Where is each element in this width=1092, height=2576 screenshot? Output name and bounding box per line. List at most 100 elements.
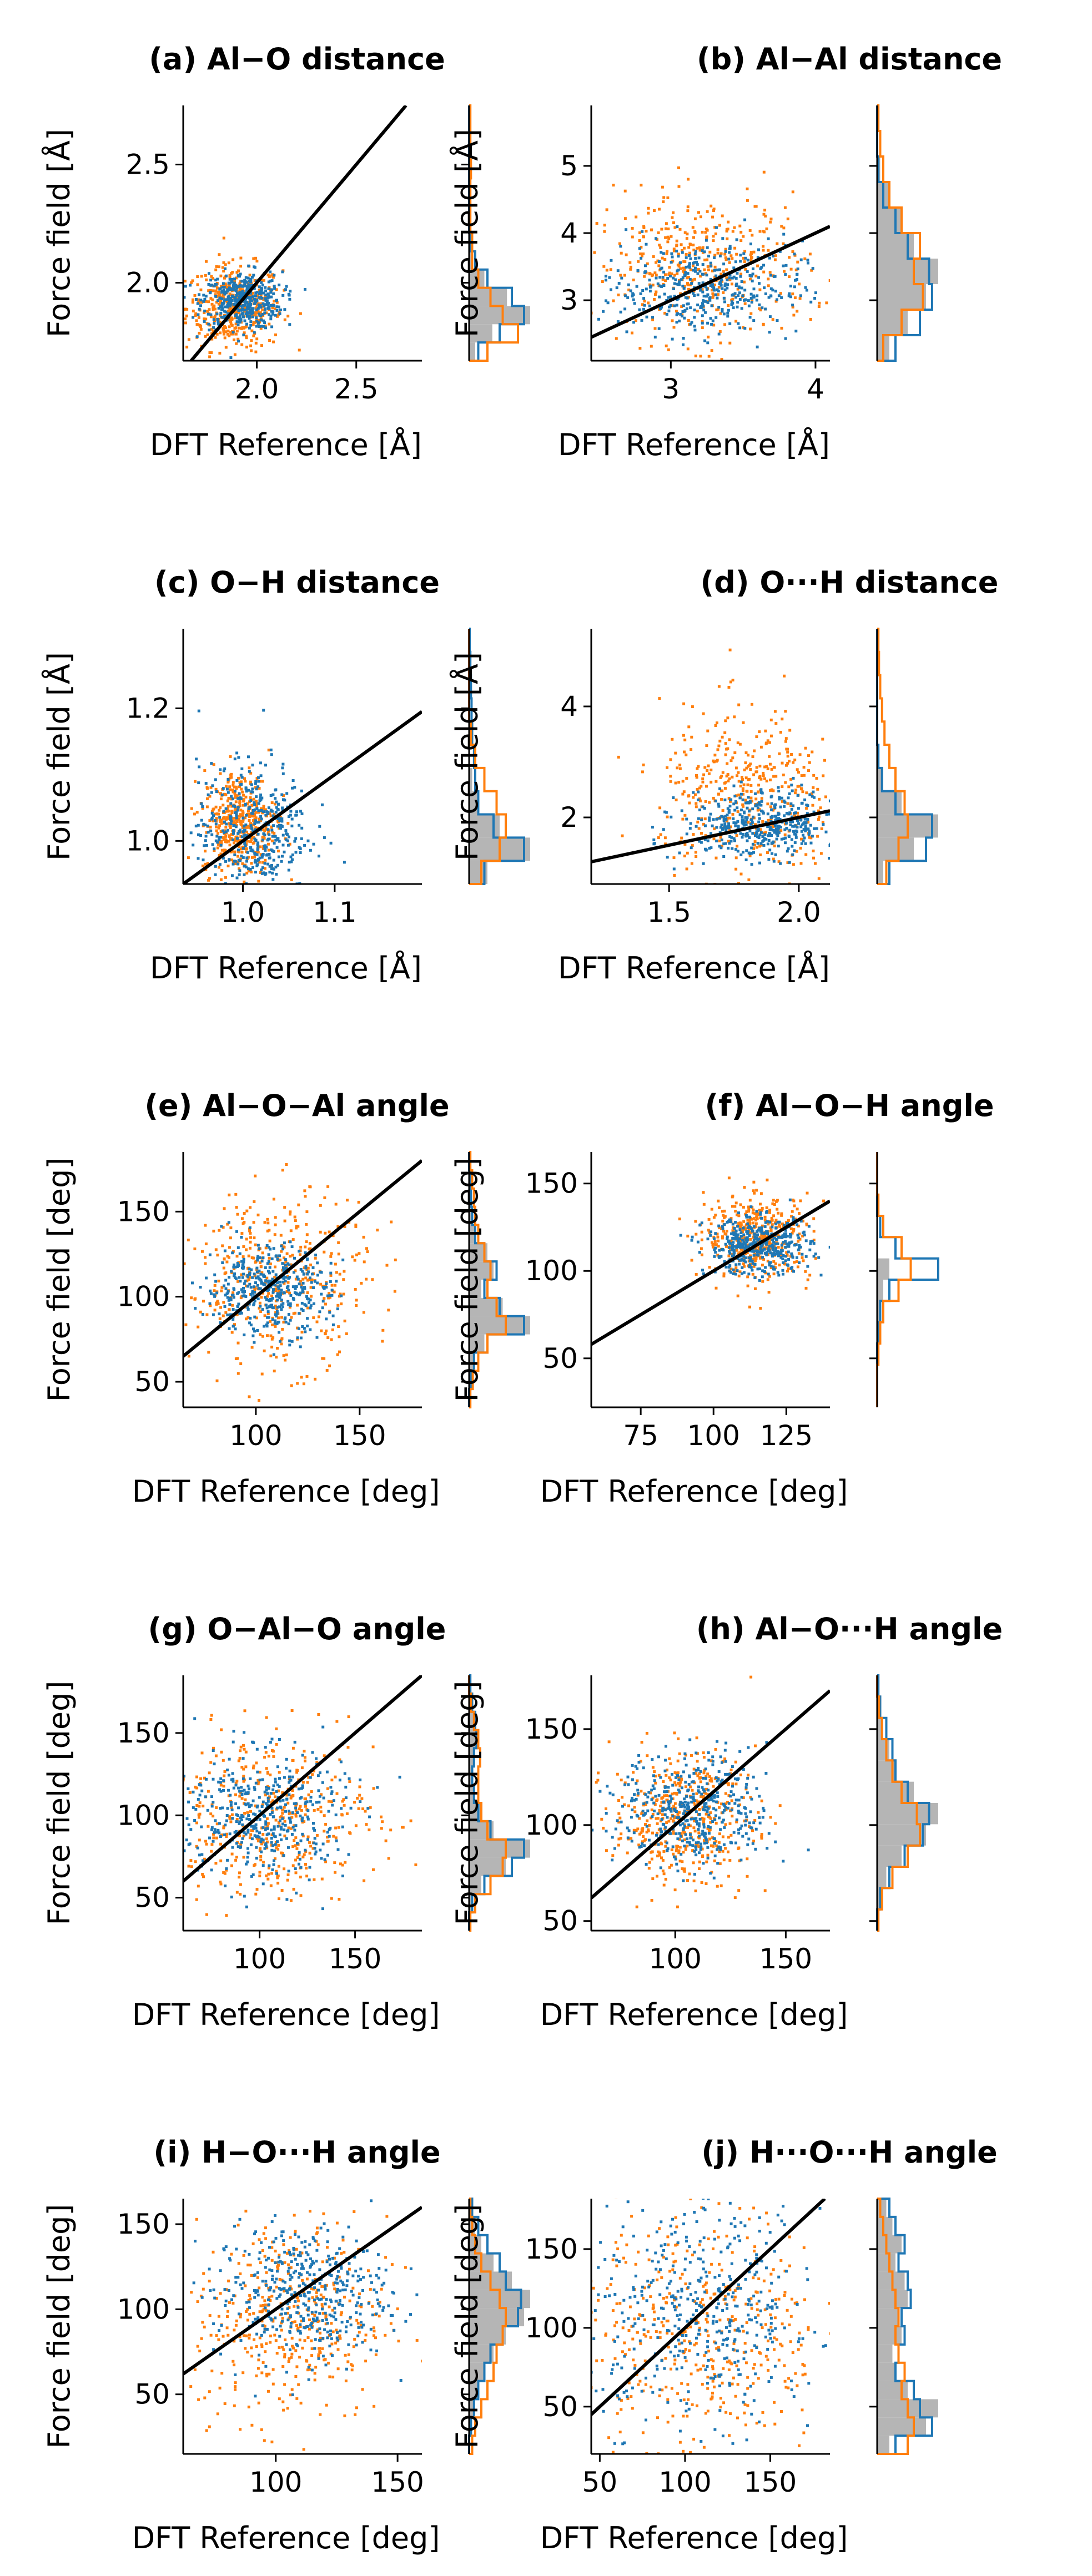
scatter-point-blue [655,237,658,240]
scatter-point-blue [283,1241,286,1245]
scatter-point-blue [711,824,714,827]
scatter-point-blue [224,860,227,863]
scatter-point-orange [243,1212,246,1215]
scatter-point-orange [335,1271,338,1274]
scatter-point-blue [764,837,768,841]
scatter-point-blue [256,841,260,845]
scatter-point-blue [256,1284,259,1287]
scatter-point-orange [742,805,744,808]
scatter-point-blue [660,251,663,254]
scatter-point-blue [602,310,605,313]
scatter-point-blue [734,848,738,851]
scatter-point-blue [301,1270,304,1273]
scatter-point-blue [784,1245,787,1249]
scatter-point-blue [777,1235,780,1239]
scatter-point-blue [689,306,692,310]
scatter-point-orange [264,1246,268,1250]
scatter-point-blue [253,297,256,301]
scatter-point-blue [232,1308,235,1311]
scatter-point-blue [645,243,648,246]
scatter-point-orange [219,301,222,305]
scatter-point-blue [569,249,572,252]
scatter-point-orange [769,789,772,792]
scatter-point-orange [205,278,208,281]
scatter-point-orange [219,1306,223,1309]
scatter-point-blue [717,802,720,806]
scatter-point-blue [777,1274,781,1277]
scatter-point-orange [197,1325,200,1329]
scatter-point-blue [780,1244,783,1247]
scatter-point-blue [859,873,862,876]
scatter-point-blue [606,301,610,305]
scatter-point-orange [249,1206,252,1209]
scatter-point-blue [706,321,709,325]
scatter-point-orange [691,844,694,847]
scatter-point-blue [748,1215,751,1219]
scatter-point-orange [185,345,189,348]
scatter-point-blue [797,807,800,810]
scatter-point-orange [689,243,692,246]
scatter-point-orange [727,686,731,689]
scatter-point-blue [212,814,215,817]
scatter-point-orange [283,1256,285,1260]
scatter-point-orange [725,1230,728,1233]
scatter-point-blue [734,821,738,825]
scatter-point-orange [193,812,196,816]
scatter-point-orange [233,841,236,845]
scatter-point-blue [209,1292,213,1295]
scatter-point-orange [741,776,743,779]
scatter-point-orange [251,297,254,301]
scatter-point-blue [746,1232,749,1235]
scatter-point-blue [218,296,222,300]
scatter-point-blue [285,1286,289,1289]
scatter-point-blue [848,815,851,817]
scatter-point-orange [241,862,244,865]
scatter-point-blue [238,298,241,301]
scatter-point-orange [242,794,245,797]
scatter-point-orange [235,835,239,839]
hist-bar-reference [877,284,926,310]
scatter-point-orange [296,1304,299,1307]
scatter-point-orange [725,747,728,751]
scatter-point-orange [215,301,218,304]
scatter-point-blue [202,858,205,862]
scatter-point-orange [227,310,230,313]
scatter-point-orange [212,1229,215,1233]
scatter-point-blue [673,295,676,298]
scatter-point-blue [240,1236,243,1239]
scatter-point-orange [717,744,721,747]
scatter-point-orange [631,226,634,230]
scatter-point-blue [232,832,235,835]
scatter-point-blue [239,272,242,276]
scatter-point-blue [256,847,259,850]
scatter-point-blue [648,279,651,282]
scatter-point-orange [204,1256,207,1259]
scatter-point-blue [787,294,791,297]
scatter-point-blue [677,283,680,286]
scatter-point-orange [687,246,691,249]
scatter-point-blue [236,809,239,812]
scatter-point-orange [712,1216,716,1219]
scatter-point-blue [222,301,225,305]
scatter-point-orange [194,780,197,783]
scatter-point-orange [210,289,214,292]
scatter-point-orange [762,1237,764,1240]
scatter-point-orange [242,800,245,803]
scatter-point-orange [779,1254,783,1257]
scatter-point-orange [692,264,695,267]
scatter-point-blue [640,319,643,322]
scatter-point-blue [304,1266,308,1270]
scatter-point-blue [278,819,281,822]
scatter-point-blue [762,264,765,267]
scatter-point-orange [224,835,228,838]
scatter-point-orange [301,1277,305,1281]
scatter-point-blue [253,1285,255,1289]
scatter-point-orange [228,843,232,847]
scatter-point-blue [295,810,298,814]
scatter-point-blue [731,1254,734,1257]
scatter-point-orange [209,315,213,319]
scatter-point-blue [227,791,230,794]
scatter-point-blue [833,829,836,831]
scatter-point-blue [811,835,814,838]
scatter-point-orange [302,1382,305,1386]
